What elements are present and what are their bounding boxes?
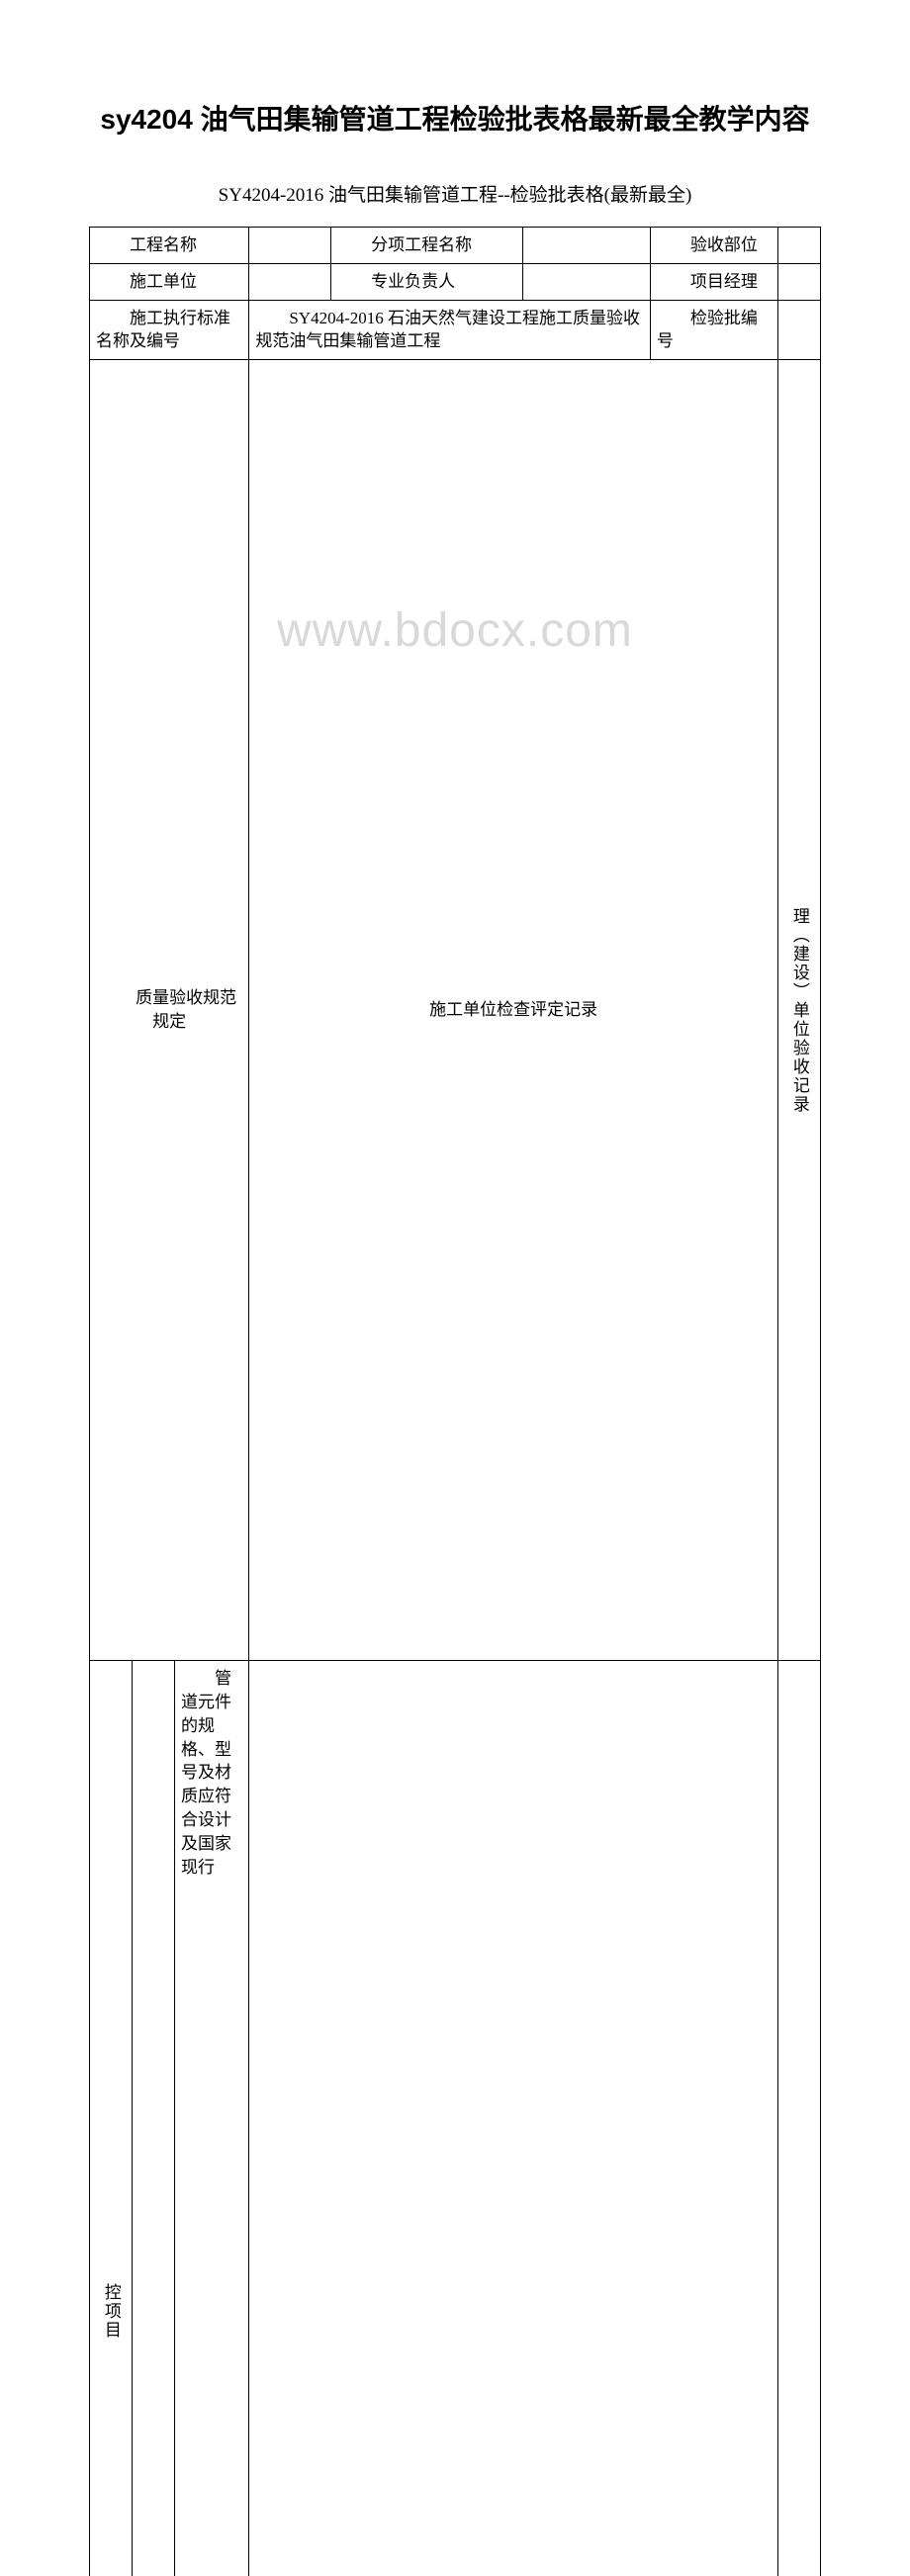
- cell-batch-value: [777, 300, 820, 360]
- cell-item-number: [133, 1661, 175, 2576]
- cell-quality-spec-label: 质量验收规范规定: [90, 360, 249, 1661]
- cell-standard-value: SY4204-2016 石油天然气建设工程施工质量验收规范油气田集输管道工程: [249, 300, 651, 360]
- cell-pm-value: [777, 263, 820, 300]
- inspection-table: 工程名称 分项工程名称 验收部位 施工单位 专业负责人 项目经理 施工执行标准名…: [89, 227, 821, 2576]
- cell-item-record: [249, 1661, 778, 2576]
- cell-construction-unit-label: 施工单位: [90, 263, 249, 300]
- cell-standard-label: 施工执行标准名称及编号: [90, 300, 249, 360]
- cell-control-item-label: 控项目: [90, 1661, 133, 2576]
- document-subtitle: SY4204-2016 油气田集输管道工程--检验批表格(最新最全): [89, 180, 821, 207]
- cell-leader-label: 专业负责人: [331, 263, 523, 300]
- table-row: 施工单位 专业负责人 项目经理: [90, 263, 821, 300]
- cell-item-description: 管道元件的规格、型号及材质应符合设计及国家现行: [175, 1661, 249, 2576]
- cell-pm-label: 项目经理: [650, 263, 777, 300]
- cell-supervision-record-label: 理（建设）单位验收记录: [777, 360, 820, 1661]
- cell-leader-value: [522, 263, 650, 300]
- table-row: 工程名称 分项工程名称 验收部位: [90, 228, 821, 264]
- document-title: sy4204 油气田集输管道工程检验批表格最新最全教学内容: [89, 99, 821, 140]
- cell-construction-unit-value: [249, 263, 331, 300]
- table-row: 质量验收规范规定 施工单位检查评定记录 理（建设）单位验收记录: [90, 360, 821, 1661]
- cell-subproject-label: 分项工程名称: [331, 228, 523, 264]
- cell-batch-label: 检验批编号: [650, 300, 777, 360]
- cell-project-name-value: [249, 228, 331, 264]
- cell-project-name-label: 工程名称: [90, 228, 249, 264]
- table-row: 施工执行标准名称及编号 SY4204-2016 石油天然气建设工程施工质量验收规…: [90, 300, 821, 360]
- cell-construction-record-label: 施工单位检查评定记录: [249, 360, 778, 1661]
- cell-accept-part-label: 验收部位: [650, 228, 777, 264]
- table-row: 控项目 管道元件的规格、型号及材质应符合设计及国家现行: [90, 1661, 821, 2576]
- cell-item-accept: [777, 1661, 820, 2576]
- cell-accept-part-value: [777, 228, 820, 264]
- cell-subproject-value: [522, 228, 650, 264]
